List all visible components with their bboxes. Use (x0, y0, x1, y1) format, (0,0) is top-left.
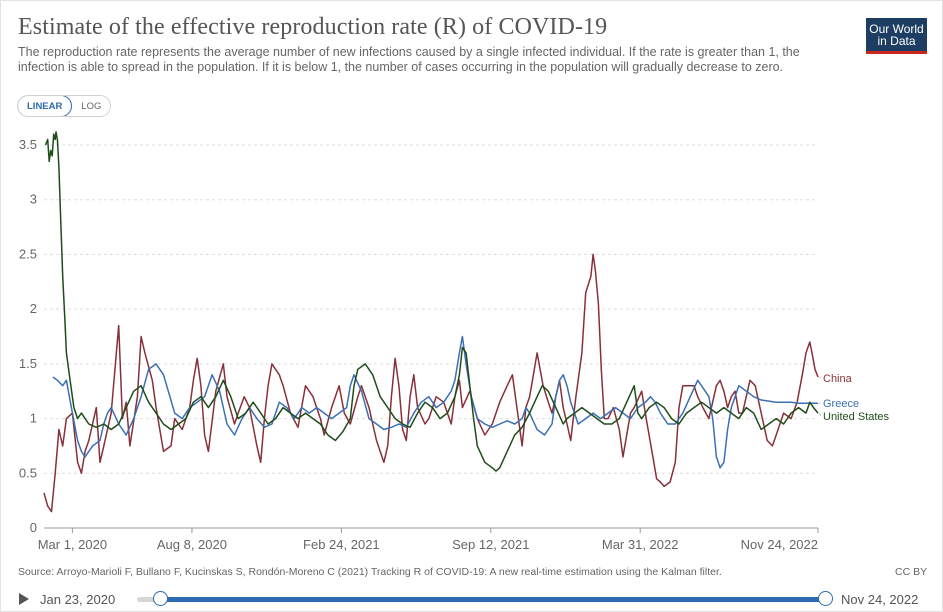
linear-scale-button[interactable]: LINEAR (18, 96, 73, 116)
timeline-start-handle[interactable] (153, 591, 168, 606)
x-axis: Mar 1, 2020 Aug 8, 2020 Feb 24, 2021 Sep 12… (38, 528, 819, 552)
line-chart: 0 0.5 1 1.5 2 2.5 3 3.5 Mar 1, 2020 Aug 8, 2020 F… (19, 131, 890, 552)
source-note[interactable]: Source: Arroyo-Marioli F, Bullano F, Kuc… (18, 566, 722, 578)
y-tick-label: 0 (30, 520, 37, 535)
y-tick-label: 3 (30, 192, 37, 207)
owid-logo[interactable]: Our World in Data (866, 18, 927, 54)
license-link[interactable]: CC BY (895, 566, 928, 578)
play-icon[interactable] (19, 593, 29, 605)
x-tick-label: Feb 24, 2021 (303, 537, 380, 552)
y-tick-label: 2.5 (19, 246, 37, 261)
y-tick-label: 1.5 (19, 356, 37, 371)
series-line-greece (52, 335, 818, 469)
timeline-selected-range (160, 597, 825, 602)
legend-label-china: China (823, 373, 853, 385)
chart-title: Estimate of the effective reproduction r… (18, 14, 608, 40)
chart-grid (44, 144, 818, 529)
timeline-end-handle[interactable] (818, 591, 833, 606)
legend-label-united-states: United States (823, 411, 890, 423)
x-tick-label: Aug 8, 2020 (157, 537, 227, 552)
legend-connector (818, 412, 822, 417)
y-tick-label: 2 (30, 301, 37, 316)
x-tick-label: Sep 12, 2021 (452, 537, 529, 552)
scale-toggle: LINEAR LOG (17, 95, 112, 117)
x-tick-label: Mar 1, 2020 (38, 537, 107, 552)
log-scale-button[interactable]: LOG (72, 96, 111, 116)
y-tick-label: 3.5 (19, 137, 37, 152)
y-axis: 0 0.5 1 1.5 2 2.5 3 3.5 (19, 137, 37, 535)
x-tick-label: Nov 24, 2022 (741, 537, 818, 552)
timeline-end-label: Nov 24, 2022 (841, 592, 919, 607)
logo-line-2: in Data (877, 34, 916, 48)
series-lines (43, 131, 819, 513)
timeline: Jan 23, 2020 Nov 24, 2022 (0, 588, 943, 612)
legend-connector (818, 376, 822, 379)
y-tick-label: 0.5 (19, 465, 37, 480)
chart-subtitle: The reproduction rate represents the ave… (18, 45, 800, 74)
legend-label-greece: Greece (823, 398, 859, 410)
x-tick-label: Mar 31, 2022 (602, 537, 679, 552)
y-tick-label: 1 (30, 411, 37, 426)
series-line-china (43, 253, 819, 513)
timeline-start-label: Jan 23, 2020 (40, 592, 116, 607)
series-line-united-states (44, 131, 819, 472)
logo-line-1: Our World (869, 22, 924, 36)
